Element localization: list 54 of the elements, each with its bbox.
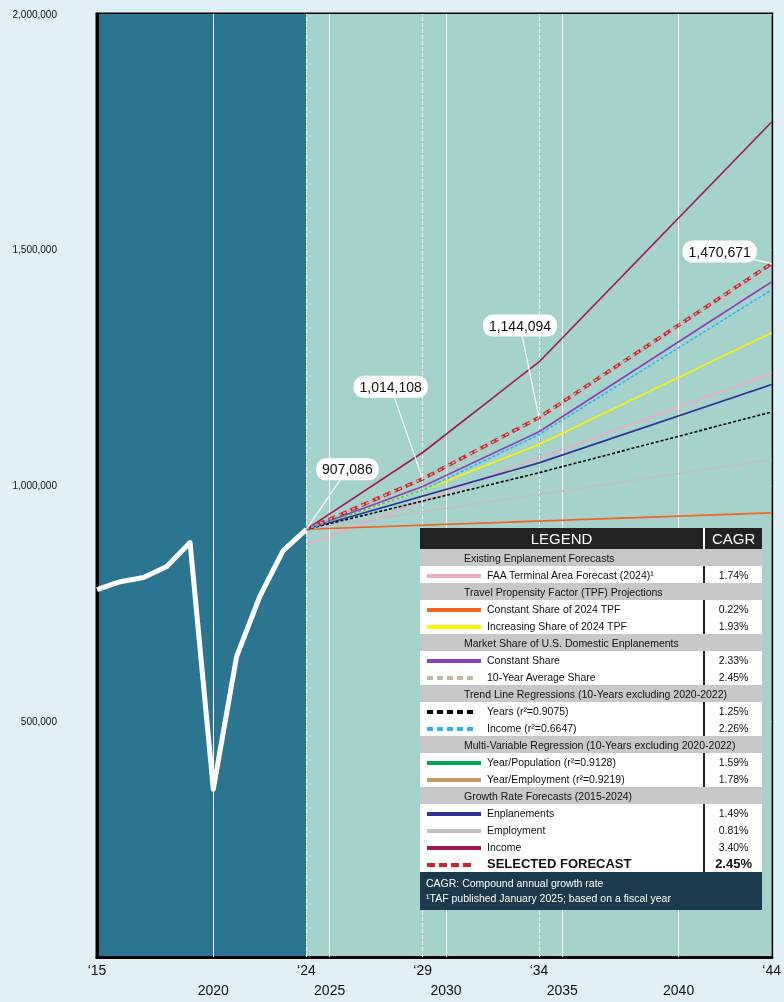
annotation: 2.26%	[704, 719, 762, 736]
annotation: Multi-Variable Regression (10-Years excluding 2020-2022)	[420, 736, 762, 753]
x2-tick-label: ‘24	[297, 962, 316, 978]
legend-label: Income (r²=0.6647)	[487, 721, 577, 734]
annotation: 3.40%	[704, 838, 762, 855]
annotation: 1,470,671	[688, 243, 752, 260]
annotation: Market Share of U.S. Domestic Enplanements	[420, 634, 762, 651]
annotation: 1.59%	[704, 753, 762, 770]
x-tick-label: 2040	[663, 982, 695, 998]
legend-label: Income	[487, 840, 522, 853]
legend-label: Increasing Share of 2024 TPF	[487, 619, 627, 632]
x-tick-label: 2030	[430, 982, 462, 998]
annotation: 1,014,108	[359, 378, 423, 395]
x-tick-label: 2025	[314, 982, 346, 998]
annotation: 1.74%	[704, 566, 762, 583]
annotation: 1.78%	[704, 770, 762, 787]
annotation: Existing Enplanement Forecasts	[420, 549, 762, 566]
legend-title: LEGEND	[420, 528, 705, 549]
annotation: 1.25%	[704, 702, 762, 719]
annotation: CAGR	[704, 528, 762, 549]
x2-tick-label: ‘34	[529, 962, 549, 978]
annotation: 1.93%	[704, 617, 762, 634]
legend-label: Employment	[487, 823, 546, 836]
annotation: Travel Propensity Factor (TPF) Projections	[420, 583, 762, 600]
x2-tick-label: ‘29	[413, 962, 433, 978]
y-tick-label: 1,500,000	[12, 244, 58, 256]
legend-label: Year/Employment (r²=0.9219)	[487, 772, 625, 785]
annotation: 1.49%	[704, 804, 762, 821]
y-tick-label: 500,000	[20, 715, 58, 727]
x2-tick-label: ‘15	[87, 962, 107, 978]
x-tick-label: 2020	[197, 982, 230, 998]
annotation: ¹TAF published January 2025; based on a fiscal year	[426, 891, 672, 906]
y-tick-label: 1,000,000	[12, 480, 58, 491]
annotation: CAGR: Compound annual growth rate	[426, 876, 605, 891]
annotation: Trend Line Regressions (10-Years excluding 2020-2022)	[420, 685, 762, 702]
annotation: 2.45%	[704, 668, 762, 685]
legend-label: Enplanements	[487, 806, 555, 819]
x-tick-label: 2035	[546, 982, 579, 998]
annotation: 2.33%	[704, 651, 762, 668]
legend-label: 10-Year Average Share	[487, 670, 596, 683]
legend-label: SELECTED FORECAST	[487, 856, 632, 871]
legend-label: Constant Share of 2024 TPF	[487, 602, 621, 615]
annotation: 2.45%	[704, 855, 762, 872]
annotation: 907,086	[322, 461, 373, 478]
annotation: Growth Rate Forecasts (2015-2024)	[420, 787, 762, 804]
annotation: 1,144,094	[488, 317, 552, 334]
annotation: 0.22%	[704, 600, 762, 617]
legend-label: Years (r²=0.9075)	[487, 704, 569, 717]
legend-label: Year/Population (r²=0.9128)	[487, 755, 616, 768]
y-tick-label: 2,000,000	[12, 8, 58, 20]
annotation: 0.81%	[704, 821, 762, 838]
legend-label: FAA Terminal Area Forecast (2024)¹	[487, 568, 654, 581]
legend-label: Constant Share	[487, 653, 560, 666]
x2-tick-label: ‘44	[762, 962, 782, 978]
